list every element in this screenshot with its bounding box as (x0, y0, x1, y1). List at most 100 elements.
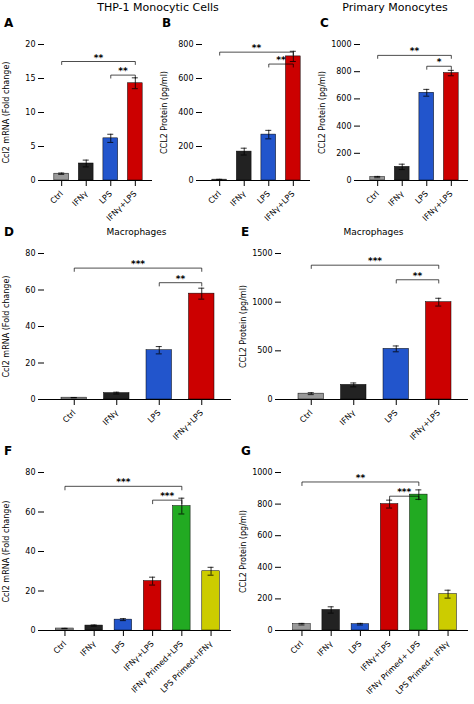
svg-text:1000: 1000 (252, 298, 272, 307)
svg-text:IFNγ: IFNγ (387, 189, 406, 208)
svg-text:LPS Primed+IFNγ: LPS Primed+IFNγ (159, 639, 215, 694)
svg-text:15: 15 (25, 74, 35, 83)
svg-text:40: 40 (25, 322, 35, 331)
svg-text:CCL2 Protein (pg/ml): CCL2 Protein (pg/ml) (239, 510, 248, 593)
svg-text:60: 60 (25, 286, 35, 295)
svg-text:IFNγ: IFNγ (338, 408, 357, 427)
svg-text:IFNγ+LPS: IFNγ+LPS (263, 189, 297, 223)
svg-text:0: 0 (267, 626, 272, 635)
svg-text:400: 400 (336, 122, 351, 131)
svg-text:CCL2 Protein (pg/ml): CCL2 Protein (pg/ml) (239, 285, 248, 368)
svg-text:0: 0 (188, 176, 193, 185)
svg-text:20: 20 (25, 587, 35, 596)
svg-text:IFNγ+LPS: IFNγ+LPS (408, 408, 442, 442)
svg-text:0: 0 (30, 626, 35, 635)
svg-text:IFNγ: IFNγ (79, 639, 98, 658)
svg-text:IFNγ+LPS: IFNγ+LPS (105, 189, 139, 223)
html-text:B: B (162, 16, 172, 30)
svg-text:80: 80 (25, 249, 35, 258)
html-text:F: F (4, 444, 13, 458)
svg-text:1500: 1500 (252, 249, 272, 258)
svg-text:200: 200 (178, 142, 193, 151)
svg-text:Ctrl: Ctrl (289, 639, 305, 655)
svg-text:**: ** (356, 473, 366, 483)
html-text:Macrophages: Macrophages (106, 227, 167, 237)
html-text:D: D (4, 225, 14, 239)
svg-text:600: 600 (257, 531, 272, 540)
svg-text:Ctrl: Ctrl (48, 189, 64, 205)
svg-text:IFNγ+LPS: IFNγ+LPS (421, 189, 455, 223)
svg-text:LPS: LPS (110, 639, 127, 656)
svg-text:LPS: LPS (97, 189, 114, 206)
svg-text:60: 60 (25, 508, 35, 517)
svg-text:***: *** (397, 487, 411, 497)
svg-text:800: 800 (336, 67, 351, 76)
svg-text:**: ** (413, 271, 423, 281)
svg-text:600: 600 (178, 74, 193, 83)
svg-text:500: 500 (257, 346, 272, 355)
svg-text:1000: 1000 (252, 468, 272, 477)
svg-text:LPS: LPS (383, 408, 400, 425)
svg-text:IFNγ+LPS: IFNγ+LPS (171, 408, 205, 442)
svg-text:**: ** (94, 53, 104, 63)
html-text:Macrophages: Macrophages (343, 227, 404, 237)
svg-text:80: 80 (25, 468, 35, 477)
svg-text:800: 800 (178, 40, 193, 49)
html-text:Primary Monocytes: Primary Monocytes (342, 1, 448, 14)
html-text:E: E (241, 225, 250, 239)
svg-text:LPS: LPS (347, 639, 364, 656)
svg-text:0: 0 (30, 395, 35, 404)
svg-text:200: 200 (257, 594, 272, 603)
svg-text:10: 10 (25, 108, 35, 117)
svg-text:IFNγ Primed+ LPS: IFNγ Primed+ LPS (365, 639, 422, 694)
svg-text:Ctrl: Ctrl (61, 408, 77, 424)
svg-text:**: ** (176, 274, 186, 284)
svg-text:LPS: LPS (413, 189, 430, 206)
svg-text:LPS: LPS (255, 189, 272, 206)
svg-text:**: ** (118, 66, 128, 76)
svg-text:0: 0 (346, 176, 351, 185)
svg-text:Ccl2 mRNA (Fold change): Ccl2 mRNA (Fold change) (2, 276, 11, 378)
svg-text:20: 20 (25, 40, 35, 49)
svg-text:40: 40 (25, 547, 35, 556)
svg-text:400: 400 (257, 563, 272, 572)
svg-text:800: 800 (257, 500, 272, 509)
svg-text:0: 0 (30, 176, 35, 185)
svg-text:***: *** (160, 491, 174, 501)
svg-text:**: ** (276, 55, 286, 65)
svg-text:CCL2 Protein (pg/ml): CCL2 Protein (pg/ml) (160, 71, 169, 154)
svg-text:LPS Primed+ IFNγ: LPS Primed+ IFNγ (394, 639, 451, 694)
svg-text:20: 20 (25, 359, 35, 368)
html-text:C: C (320, 16, 329, 30)
svg-text:400: 400 (178, 108, 193, 117)
svg-text:Ccl2 mRNA (Fold change): Ccl2 mRNA (Fold change) (2, 501, 11, 603)
svg-text:IFNγ: IFNγ (101, 408, 120, 427)
svg-text:***: *** (368, 256, 382, 266)
svg-text:1000: 1000 (331, 40, 351, 49)
html-text:THP-1 Monocytic Cells: THP-1 Monocytic Cells (97, 1, 219, 14)
svg-text:IFNγ: IFNγ (229, 189, 248, 208)
svg-text:0: 0 (267, 395, 272, 404)
svg-text:Ctrl: Ctrl (52, 639, 68, 655)
svg-text:***: *** (116, 477, 130, 487)
svg-text:Ctrl: Ctrl (364, 189, 380, 205)
html-text:A: A (4, 16, 14, 30)
svg-text:IFNγ+LPS: IFNγ+LPS (122, 639, 156, 673)
svg-text:IFNγ: IFNγ (71, 189, 90, 208)
svg-text:IFNγ+LPS: IFNγ+LPS (359, 639, 393, 673)
svg-text:Ctrl: Ctrl (298, 408, 314, 424)
svg-text:IFNγ: IFNγ (316, 639, 335, 658)
svg-text:CCL2 Protein (pg/ml): CCL2 Protein (pg/ml) (318, 71, 327, 154)
svg-text:**: ** (410, 46, 420, 56)
svg-text:5: 5 (30, 142, 35, 151)
svg-text:Ccl2 mRNA (Fold change): Ccl2 mRNA (Fold change) (2, 62, 11, 164)
svg-text:*: * (437, 57, 442, 67)
svg-text:600: 600 (336, 94, 351, 103)
svg-text:200: 200 (336, 149, 351, 158)
svg-text:***: *** (131, 259, 145, 269)
svg-text:Ctrl: Ctrl (206, 189, 222, 205)
html-text:G: G (241, 444, 251, 458)
svg-text:IFNγ Primed+LPS: IFNγ Primed+LPS (130, 639, 185, 694)
svg-text:**: ** (252, 43, 262, 53)
svg-text:LPS: LPS (146, 408, 163, 425)
